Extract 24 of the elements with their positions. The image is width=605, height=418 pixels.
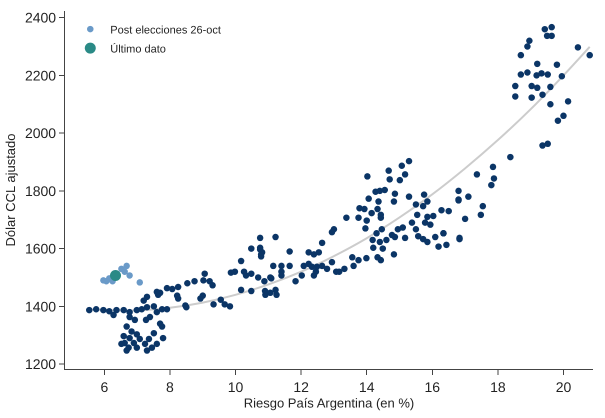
x-tick-label: 10 <box>228 378 244 395</box>
x-tick-label: 16 <box>424 378 440 395</box>
x-tick-label: 18 <box>490 378 506 395</box>
legend-label: Post elecciones 26-oct <box>110 24 221 36</box>
point <box>136 279 144 286</box>
point <box>110 270 121 281</box>
x-tick-label: 8 <box>166 378 174 395</box>
y-tick-label: 1600 <box>24 240 56 257</box>
y-tick-label: 1200 <box>24 356 56 372</box>
point <box>123 262 130 270</box>
y-tick-label: 1800 <box>24 182 56 199</box>
point <box>121 268 128 275</box>
x-tick-label: 12 <box>293 378 310 395</box>
y-tick-label: 2000 <box>24 125 56 142</box>
x-tick-label: 20 <box>556 378 572 395</box>
y-tick-label: 2200 <box>24 67 56 84</box>
legend-label: Último dato <box>110 42 166 56</box>
x-tick-label: 6 <box>100 378 108 395</box>
x-tick-label: 14 <box>358 378 375 395</box>
y-tick-label: 1400 <box>24 298 56 314</box>
point <box>126 272 133 279</box>
y-tick-label: 2400 <box>24 10 56 26</box>
x-axis-title: Riesgo País Argentina (en %) <box>244 396 414 410</box>
y-axis-title: Dólar CCL ajustado <box>2 134 18 246</box>
